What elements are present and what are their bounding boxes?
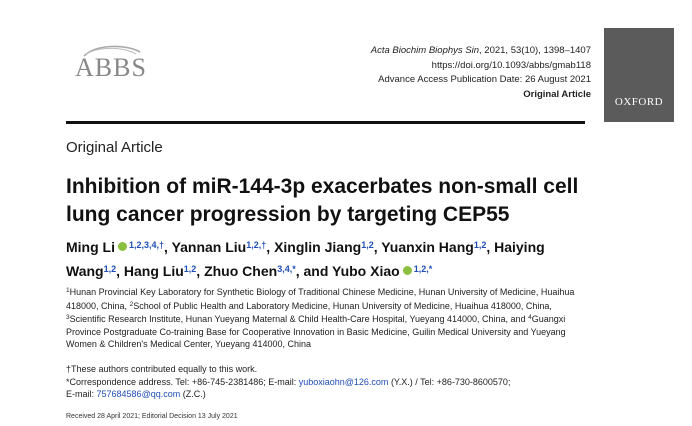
orcid-icon[interactable] (118, 242, 127, 251)
affiliation-number: 3 (66, 314, 70, 321)
author-name[interactable]: Zhuo Chen (204, 263, 278, 279)
email-link-yx[interactable]: yuboxiaohn@126.com (298, 376, 389, 387)
correspondence-line: *Correspondence address. Tel: +86-745-23… (66, 376, 511, 387)
author-affiliation-sup[interactable]: 1,2 (103, 264, 117, 274)
author-affiliation-sup[interactable]: 1,2 (361, 240, 374, 250)
author-name[interactable]: Yannan Liu (171, 239, 247, 255)
author-name[interactable]: Haiying Wang (66, 239, 545, 279)
affiliation-text: Hunan Provincial Key Laboratory for Synt… (66, 287, 575, 311)
author-affiliation-sup[interactable]: 3,4,* (277, 264, 296, 274)
logo-text: ABBS (75, 53, 147, 82)
author-separator: , and (295, 263, 333, 279)
author-separator: , (266, 239, 275, 255)
abbs-logo: ABBS (66, 42, 156, 94)
author-affiliation-sup[interactable]: 1,2 (473, 240, 487, 250)
author-name[interactable]: Xinglin Jiang (274, 239, 362, 255)
author-affiliation-sup[interactable]: 1,2,* (413, 264, 433, 274)
author-notes: †These authors contributed equally to th… (66, 363, 591, 401)
equal-contribution-note: †These authors contributed equally to th… (66, 364, 258, 374)
author-separator: , (164, 239, 172, 255)
journal-meta: Acta Biochim Biophys Sin, 2021, 53(10), … (371, 44, 591, 102)
author-list: Ming Li 1,2,3,4,†, Yannan Liu1,2,†, Xingl… (66, 234, 596, 282)
author-name[interactable]: Hang Liu (123, 263, 184, 279)
author-separator: , (196, 263, 205, 279)
correspondence-line-2: E-mail: 757684586@qq.com (Z.C.) (66, 389, 206, 399)
journal-citation: Acta Biochim Biophys Sin, 2021, 53(10), … (370, 45, 591, 56)
article-type: Original Article (523, 88, 591, 100)
oxford-logo: OXFORD (604, 28, 674, 122)
access-date: Advance Access Publication Date: 26 Augu… (378, 74, 591, 85)
author-name[interactable]: Ming Li (66, 239, 115, 255)
affiliation-number: 1 (66, 287, 70, 294)
affiliation-text: Guangxi Province Postgraduate Co-trainin… (66, 314, 566, 349)
affiliations: 1Hunan Provincial Key Laboratory for Syn… (66, 285, 591, 351)
received-dates: Received 28 April 2021; Editorial Decisi… (66, 413, 238, 420)
affiliation-number: 2 (129, 300, 134, 308)
author-affiliation-sup[interactable]: 1,2,† (246, 240, 267, 250)
author-separator: , (373, 239, 382, 255)
section-label: Original Article (66, 139, 163, 156)
affiliation-text: Scientific Research Institute, Hunan Yue… (69, 314, 529, 324)
author-separator: , (486, 239, 495, 255)
orcid-icon[interactable] (402, 266, 412, 275)
affiliation-number: 4 (528, 314, 532, 321)
doi-text: https://doi.org/10.1093/abbs/gmab118 (431, 59, 591, 71)
affiliation-text: School of Public Health and Laboratory M… (133, 300, 552, 311)
email-link-zc[interactable]: 757684586@qq.com (96, 389, 181, 399)
author-affiliation-sup[interactable]: 1,2 (183, 264, 197, 274)
author-separator: , (116, 263, 124, 279)
header-rule (66, 121, 585, 124)
article-title: Inhibition of miR-144-3p exacerbates non… (66, 175, 579, 226)
author-affiliation-sup[interactable]: 1,2,3,4,† (129, 240, 165, 250)
author-name[interactable]: Yubo Xiao (332, 263, 400, 279)
author-name[interactable]: Yuanxin Hang (381, 239, 474, 255)
abbs-logo-swoosh (83, 45, 141, 57)
